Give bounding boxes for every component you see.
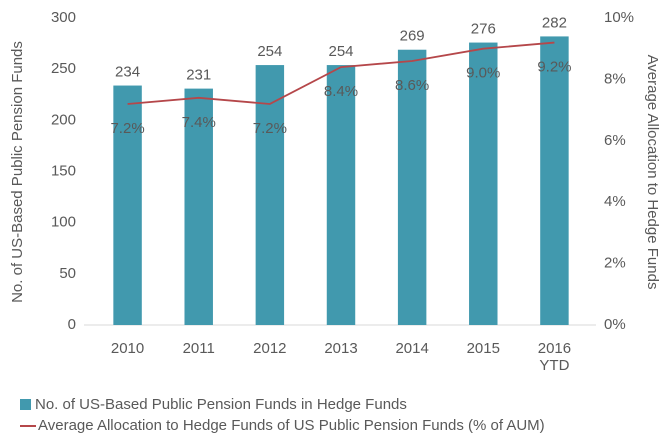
y2-tick-label: 4%	[604, 193, 626, 210]
y-tick-label: 150	[51, 162, 76, 179]
bar-value-label: 254	[328, 43, 353, 60]
y-tick-label: 200	[51, 111, 76, 128]
y2-axis-title: Average Allocation to Hedge Funds	[644, 55, 661, 290]
bar	[469, 42, 498, 326]
bar	[255, 65, 285, 325]
bar-value-label: 254	[257, 43, 282, 60]
line-value-label: 7.2%	[110, 120, 144, 137]
x-tick-label: 2015	[466, 340, 500, 357]
y2-tick-label: 2%	[604, 255, 626, 272]
y-tick-label: 50	[59, 265, 76, 282]
bar	[113, 85, 142, 325]
x-tick-label: 2013	[324, 340, 358, 357]
legend-item: Average Allocation to Hedge Funds of US …	[20, 417, 545, 434]
legend-label: No. of US-Based Public Pension Funds in …	[35, 396, 407, 413]
bar-value-label: 234	[115, 64, 140, 81]
legend-marker	[20, 399, 31, 410]
line	[127, 41, 555, 105]
bar-value-label: 231	[186, 67, 211, 84]
line-value-label: 8.4%	[324, 83, 358, 100]
y-tick-label: 100	[51, 214, 76, 231]
line-value-label: 9.0%	[466, 65, 500, 82]
bar	[326, 65, 356, 325]
bar	[397, 49, 427, 326]
x-tick-label: 2016 YTD	[537, 340, 572, 374]
y-tick-label: 300	[51, 9, 76, 26]
y2-tick-label: 6%	[604, 132, 626, 149]
legend-item: No. of US-Based Public Pension Funds in …	[20, 396, 407, 413]
bar-value-label: 282	[542, 14, 567, 31]
y-tick-label: 250	[51, 60, 76, 77]
x-tick-label: 2010	[110, 340, 145, 357]
line-value-label: 7.4%	[182, 114, 216, 131]
x-tick-label: 2011	[182, 340, 215, 357]
bar	[184, 88, 213, 325]
line-value-label: 8.6%	[395, 77, 429, 94]
y2-tick-label: 10%	[604, 9, 634, 26]
x-tick-label: 2014	[395, 340, 429, 357]
y2-tick-label: 8%	[604, 70, 626, 87]
y-axis-title: No. of US-Based Public Pension Funds	[9, 41, 26, 303]
bar-value-label: 269	[400, 28, 425, 45]
line-value-label: 9.2%	[537, 59, 571, 76]
bar	[540, 36, 569, 326]
x-tick-label: 2012	[253, 340, 287, 357]
y-tick-label: 0	[68, 316, 76, 333]
y2-tick-label: 0%	[604, 316, 626, 333]
legend-label: Average Allocation to Hedge Funds of US …	[38, 417, 545, 434]
line-value-label: 7.2%	[253, 120, 287, 137]
bar-value-label: 276	[471, 21, 496, 38]
legend-marker	[20, 424, 36, 427]
